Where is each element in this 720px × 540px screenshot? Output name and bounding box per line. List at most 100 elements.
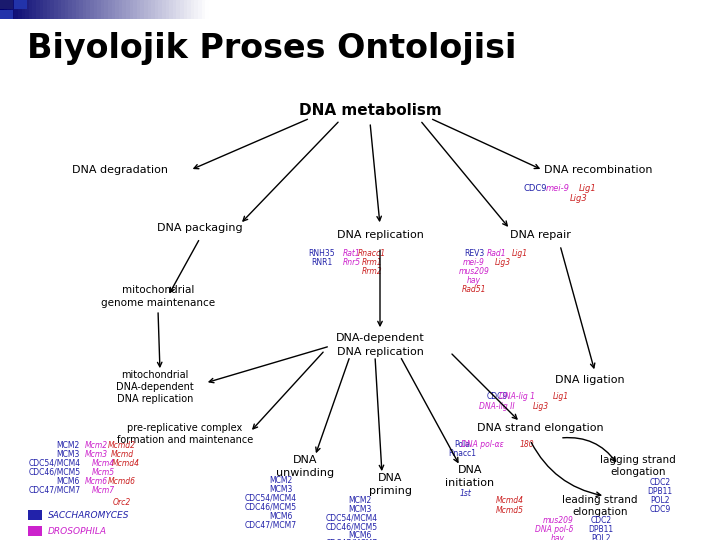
- Bar: [497, 0, 500, 19]
- Bar: [634, 0, 637, 19]
- FancyBboxPatch shape: [28, 510, 42, 520]
- Text: Mcm7: Mcm7: [91, 485, 114, 495]
- Bar: [25, 0, 29, 19]
- Bar: [76, 0, 79, 19]
- Bar: [151, 0, 155, 19]
- Text: 180: 180: [520, 440, 534, 449]
- Text: DNA repair: DNA repair: [510, 230, 570, 240]
- Bar: [187, 0, 191, 19]
- Bar: [324, 0, 328, 19]
- Text: Mcm4: Mcm4: [91, 458, 114, 468]
- Bar: [252, 0, 256, 19]
- Bar: [450, 0, 454, 19]
- Bar: [173, 0, 176, 19]
- Bar: [122, 0, 126, 19]
- Bar: [108, 0, 112, 19]
- Bar: [331, 0, 335, 19]
- Bar: [302, 0, 306, 19]
- Bar: [565, 0, 569, 19]
- Bar: [288, 0, 292, 19]
- Text: Lig3: Lig3: [570, 194, 588, 202]
- Bar: [418, 0, 421, 19]
- Text: 1st: 1st: [460, 489, 472, 497]
- Bar: [227, 0, 230, 19]
- Bar: [605, 0, 608, 19]
- Bar: [515, 0, 518, 19]
- Bar: [414, 0, 418, 19]
- Bar: [601, 0, 605, 19]
- Text: formation and maintenance: formation and maintenance: [117, 435, 253, 445]
- Text: Mcm5: Mcm5: [91, 468, 114, 476]
- Text: pre-replicative complex: pre-replicative complex: [127, 423, 243, 433]
- Bar: [558, 0, 562, 19]
- Text: DNA strand elongation: DNA strand elongation: [477, 423, 603, 433]
- Bar: [644, 0, 648, 19]
- Bar: [112, 0, 115, 19]
- Bar: [205, 0, 209, 19]
- Text: CDC47/MCM7: CDC47/MCM7: [29, 485, 81, 495]
- Bar: [432, 0, 436, 19]
- Bar: [468, 0, 472, 19]
- Bar: [486, 0, 490, 19]
- Bar: [533, 0, 536, 19]
- Bar: [284, 0, 288, 19]
- Bar: [547, 0, 551, 19]
- Bar: [86, 0, 90, 19]
- Bar: [0, 0, 4, 19]
- Bar: [184, 0, 187, 19]
- Text: Rad1: Rad1: [487, 248, 507, 258]
- Bar: [536, 0, 540, 19]
- Bar: [212, 0, 216, 19]
- Bar: [713, 0, 716, 19]
- Text: REV3: REV3: [464, 248, 484, 258]
- Text: DNA-dependent: DNA-dependent: [336, 333, 424, 343]
- Bar: [425, 0, 428, 19]
- Text: mei-9: mei-9: [463, 258, 485, 267]
- Bar: [313, 0, 317, 19]
- Bar: [14, 0, 18, 19]
- Bar: [652, 0, 655, 19]
- Bar: [691, 0, 695, 19]
- Bar: [191, 0, 194, 19]
- Bar: [648, 0, 652, 19]
- Bar: [241, 0, 245, 19]
- Bar: [702, 0, 706, 19]
- Bar: [248, 0, 252, 19]
- Text: POL2: POL2: [591, 534, 611, 540]
- Bar: [580, 0, 583, 19]
- Bar: [61, 0, 65, 19]
- Bar: [562, 0, 565, 19]
- Text: MCM2: MCM2: [56, 441, 80, 449]
- Bar: [256, 0, 259, 19]
- Text: Biyolojik Proses Ontolojisi: Biyolojik Proses Ontolojisi: [27, 32, 517, 65]
- Bar: [176, 0, 180, 19]
- Bar: [461, 0, 464, 19]
- Text: DNA replication: DNA replication: [336, 230, 423, 240]
- Bar: [104, 0, 108, 19]
- Bar: [367, 0, 371, 19]
- Bar: [641, 0, 644, 19]
- Text: CDC46/MCM5: CDC46/MCM5: [245, 503, 297, 511]
- Text: CDC54/MCM4: CDC54/MCM4: [245, 494, 297, 503]
- Text: DNA ligation: DNA ligation: [555, 375, 625, 385]
- Bar: [598, 0, 601, 19]
- Bar: [126, 0, 130, 19]
- Bar: [518, 0, 522, 19]
- Bar: [493, 0, 497, 19]
- Bar: [457, 0, 461, 19]
- Bar: [234, 0, 238, 19]
- Bar: [608, 0, 612, 19]
- Bar: [522, 0, 526, 19]
- Bar: [238, 0, 241, 19]
- Bar: [612, 0, 616, 19]
- Text: DNA pol-αε: DNA pol-αε: [461, 440, 503, 449]
- Text: MCM3: MCM3: [348, 504, 372, 514]
- Bar: [65, 0, 68, 19]
- Text: DNA-lig 1: DNA-lig 1: [499, 392, 535, 401]
- Bar: [396, 0, 400, 19]
- Text: RNH35: RNH35: [309, 248, 336, 258]
- Bar: [490, 0, 493, 19]
- Bar: [594, 0, 598, 19]
- Bar: [630, 0, 634, 19]
- Bar: [194, 0, 198, 19]
